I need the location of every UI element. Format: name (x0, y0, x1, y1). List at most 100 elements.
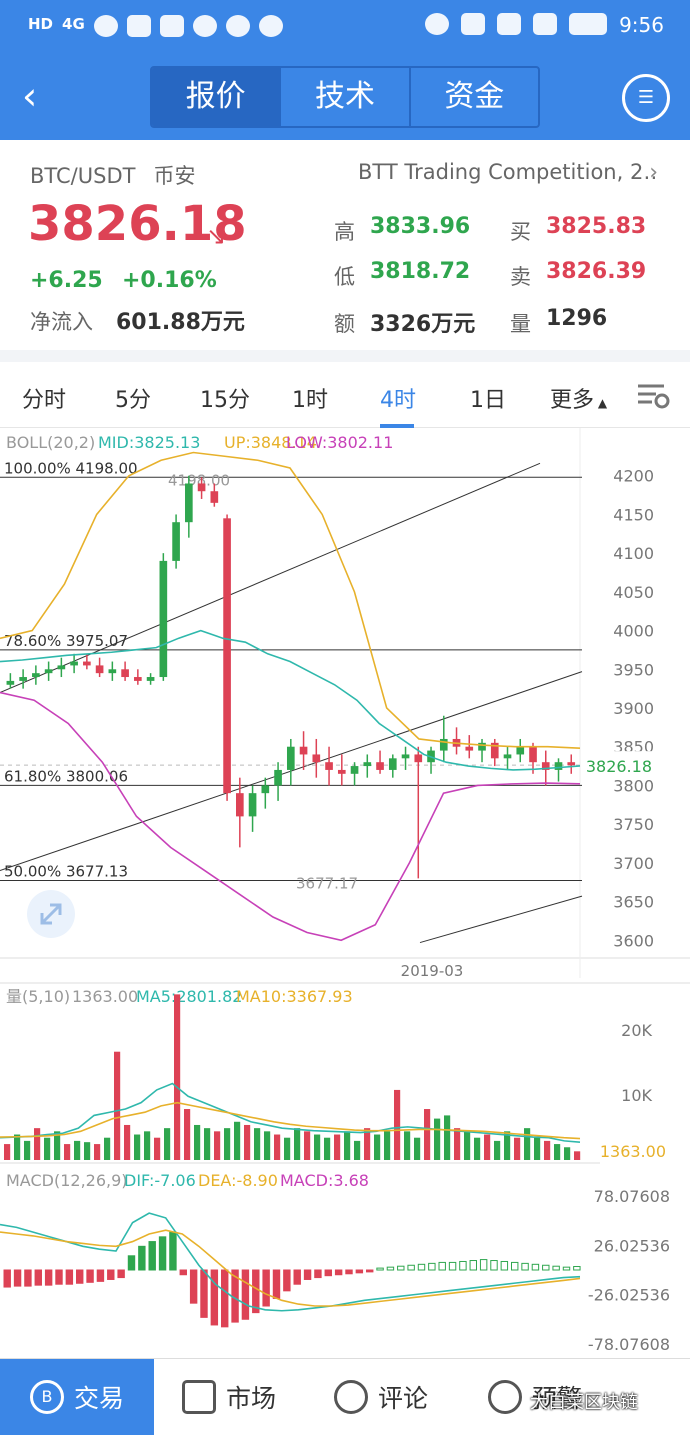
macd-bar (127, 1255, 136, 1271)
candle-body (312, 754, 321, 763)
volume-bar (464, 1131, 471, 1160)
macd-bar (169, 1231, 177, 1271)
macd-bar (3, 1269, 11, 1288)
period-tab[interactable]: 分时 (22, 388, 67, 413)
low-value: 3818.72 (370, 259, 471, 284)
candle-body (32, 673, 40, 678)
macd-bar (65, 1269, 74, 1285)
volume-bar (554, 1144, 561, 1160)
period-tab[interactable]: 1时 (292, 388, 328, 413)
volume-bar (354, 1140, 361, 1160)
volume-bar (294, 1128, 301, 1160)
period-tab[interactable]: 5分 (115, 388, 151, 413)
volume-bar (444, 1115, 451, 1160)
expand-button[interactable] (27, 890, 75, 938)
tab-quote[interactable]: 报价 (152, 68, 282, 126)
last-price-label: 3826.18 (586, 757, 652, 776)
hd-icon: HD (28, 15, 54, 33)
pair-label: BTC/USDT 币安 (30, 160, 195, 190)
macd-bar (272, 1269, 281, 1299)
candle-body (248, 793, 257, 817)
volume-title: 量(5,10) (6, 987, 70, 1006)
back-icon[interactable]: ‹ (22, 74, 38, 118)
trend-line (0, 462, 541, 693)
macd-dea-legend: DEA:-8.90 (198, 1171, 278, 1190)
volume-bar (574, 1151, 581, 1160)
settings-icon[interactable] (636, 380, 670, 410)
y-tick-label: 4100 (613, 544, 654, 563)
macd-bar (241, 1269, 250, 1320)
candle-body (503, 754, 512, 759)
volume-bar (184, 1109, 191, 1160)
macd-bar (221, 1269, 229, 1328)
volume-bar (194, 1124, 201, 1160)
candle-body (19, 677, 27, 681)
period-tab-active[interactable]: 4时 (380, 388, 416, 413)
netflow-value: 601.88万元 (116, 310, 245, 335)
period-tab[interactable]: 15分 (200, 388, 250, 413)
boll-low-legend: LOW:3802.11 (286, 433, 393, 452)
volume-bar (394, 1089, 401, 1160)
macd-bar (345, 1269, 353, 1275)
candle-body (350, 766, 359, 774)
watermark: 大白菜区块链 (530, 1392, 638, 1413)
volume-ma10-legend: MA10:3367.93 (236, 987, 353, 1006)
chevron-right-icon[interactable]: › (649, 160, 658, 185)
clock: 9:56 (619, 13, 664, 37)
candle-body (401, 754, 410, 759)
macd-y-tick: -26.02536 (588, 1286, 670, 1305)
active-tab-underline (380, 424, 414, 428)
nfc-icon (461, 13, 486, 35)
volume-bar (154, 1137, 161, 1160)
period-tab-more[interactable]: 更多 ▲ (550, 382, 607, 414)
candle-body (363, 762, 372, 767)
volume-bar (214, 1131, 221, 1160)
caret-icon: ▲ (594, 396, 608, 410)
macd-bar (521, 1262, 529, 1271)
y-tick-label: 3900 (613, 699, 654, 718)
candle-body (529, 746, 537, 763)
last-price: 3826.18 (28, 196, 247, 252)
period-tabs: 分时 5分 15分 1时 4时 1日 更多 ▲ (0, 362, 690, 428)
candle-body (108, 669, 117, 674)
volume-bar (454, 1128, 461, 1160)
bottom-tab-market[interactable]: 市场 (182, 1359, 276, 1435)
macd-value-legend: MACD:3.68 (280, 1171, 369, 1190)
macd-bar (314, 1269, 322, 1279)
macd-bar (76, 1269, 84, 1284)
bottom-tab-comment[interactable]: 评论 (334, 1359, 428, 1435)
volume-bar (34, 1128, 41, 1160)
volume-bar (144, 1131, 151, 1160)
candle-body (57, 665, 66, 670)
macd-bar (376, 1267, 384, 1271)
macd-bar (324, 1269, 332, 1277)
volume-last-box (600, 1140, 690, 1164)
boll-upper-line (0, 451, 581, 749)
candle-body (121, 669, 129, 678)
y-tick-label: 3750 (613, 815, 654, 834)
volume-bar (254, 1128, 261, 1160)
candle-body (337, 769, 346, 774)
volume-bar (114, 1051, 121, 1160)
high-value: 3833.96 (370, 214, 471, 239)
candle-body (6, 680, 15, 685)
volume-bar (84, 1142, 91, 1160)
tab-technical[interactable]: 技术 (281, 68, 411, 126)
promo-link[interactable]: BTT Trading Competition, 2… (358, 160, 658, 184)
chat-icon (225, 15, 250, 37)
volume-value: 1296 (546, 306, 608, 331)
volume-bar (324, 1137, 331, 1160)
boll-lower-line (0, 691, 581, 942)
bottom-tab-alert[interactable]: 预警 (488, 1359, 582, 1435)
low-annotation: 3677.17 (296, 875, 358, 893)
fib-level-label: 78.60% 3975.07 (4, 632, 128, 650)
coin-stack-icon[interactable]: ☰ (622, 74, 670, 122)
macd-dea-line (0, 1229, 581, 1307)
kline-chart[interactable]: BOLL(20,2) MID:3825.13 UP:3848.14LOW:3802.… (0, 428, 690, 1358)
buy-label: 买 (510, 220, 531, 244)
bottom-tab-trade[interactable]: B 交易 (0, 1359, 154, 1435)
tab-funds[interactable]: 资金 (444, 79, 505, 114)
app-notification-icon (258, 15, 283, 37)
bottom-tab-comment-label: 评论 (378, 1384, 429, 1413)
period-tab[interactable]: 1日 (470, 388, 506, 413)
